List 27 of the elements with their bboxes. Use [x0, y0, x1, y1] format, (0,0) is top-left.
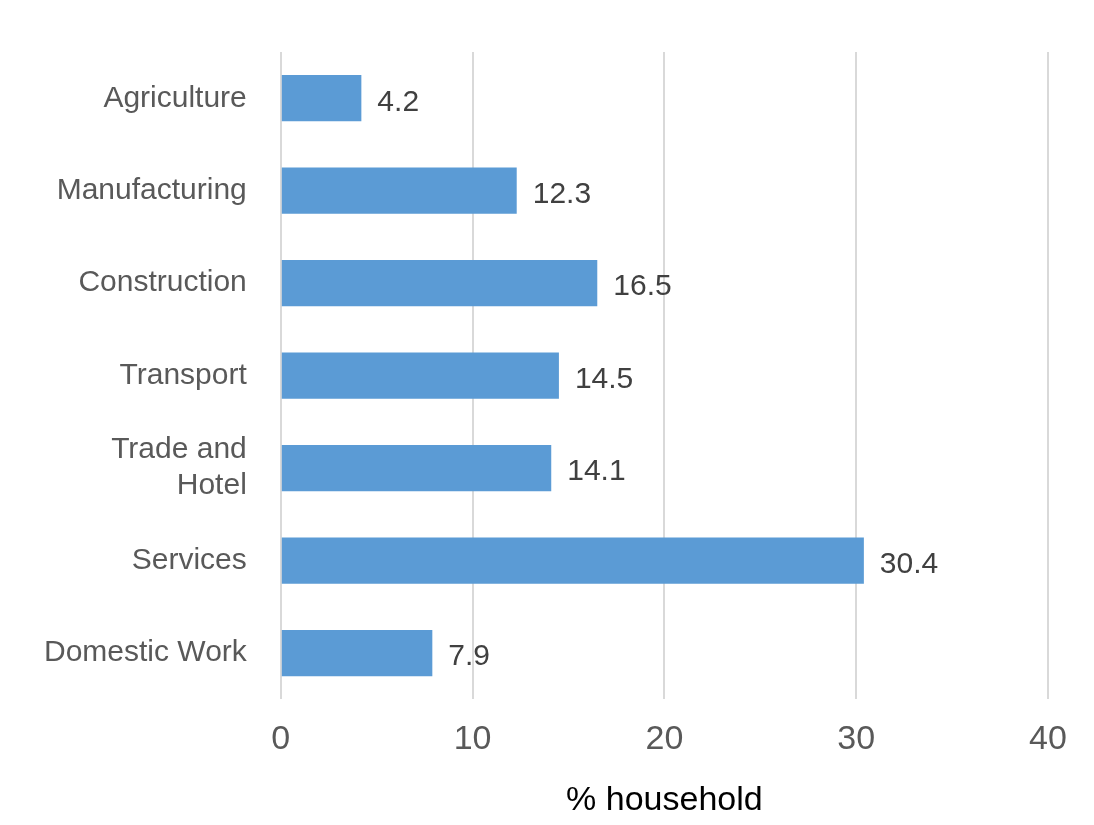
- y-tick-label: Domestic Work: [44, 634, 248, 668]
- x-tick-label: 10: [453, 718, 492, 757]
- x-tick-label: 20: [645, 718, 684, 757]
- data-label: 14.5: [574, 360, 634, 394]
- x-tick-label: 40: [1029, 718, 1067, 757]
- y-tick-label: Services: [131, 541, 247, 575]
- data-label: 30.4: [879, 545, 939, 579]
- bar: [281, 352, 559, 399]
- x-tick-label: 30: [837, 718, 876, 757]
- data-label: 16.5: [613, 268, 672, 302]
- y-tick-label: Trade and Hotel: [111, 431, 247, 501]
- data-label: 7.9: [448, 638, 491, 672]
- bar: [281, 445, 552, 492]
- y-tick-label: Manufacturing: [56, 171, 247, 205]
- x-tick-label: 0: [271, 718, 291, 757]
- bar: [281, 537, 864, 584]
- bar: [281, 75, 362, 122]
- bar: [281, 167, 517, 214]
- y-tick-label: Transport: [119, 356, 248, 390]
- data-label: 12.3: [532, 175, 592, 209]
- data-label: 14.1: [567, 453, 626, 487]
- bar: [281, 630, 433, 677]
- y-tick-label: Agriculture: [103, 79, 247, 113]
- x-axis-title: % household: [566, 778, 763, 817]
- bar: [281, 260, 598, 307]
- y-tick-label: Construction: [78, 264, 247, 298]
- data-label: 4.2: [377, 83, 420, 117]
